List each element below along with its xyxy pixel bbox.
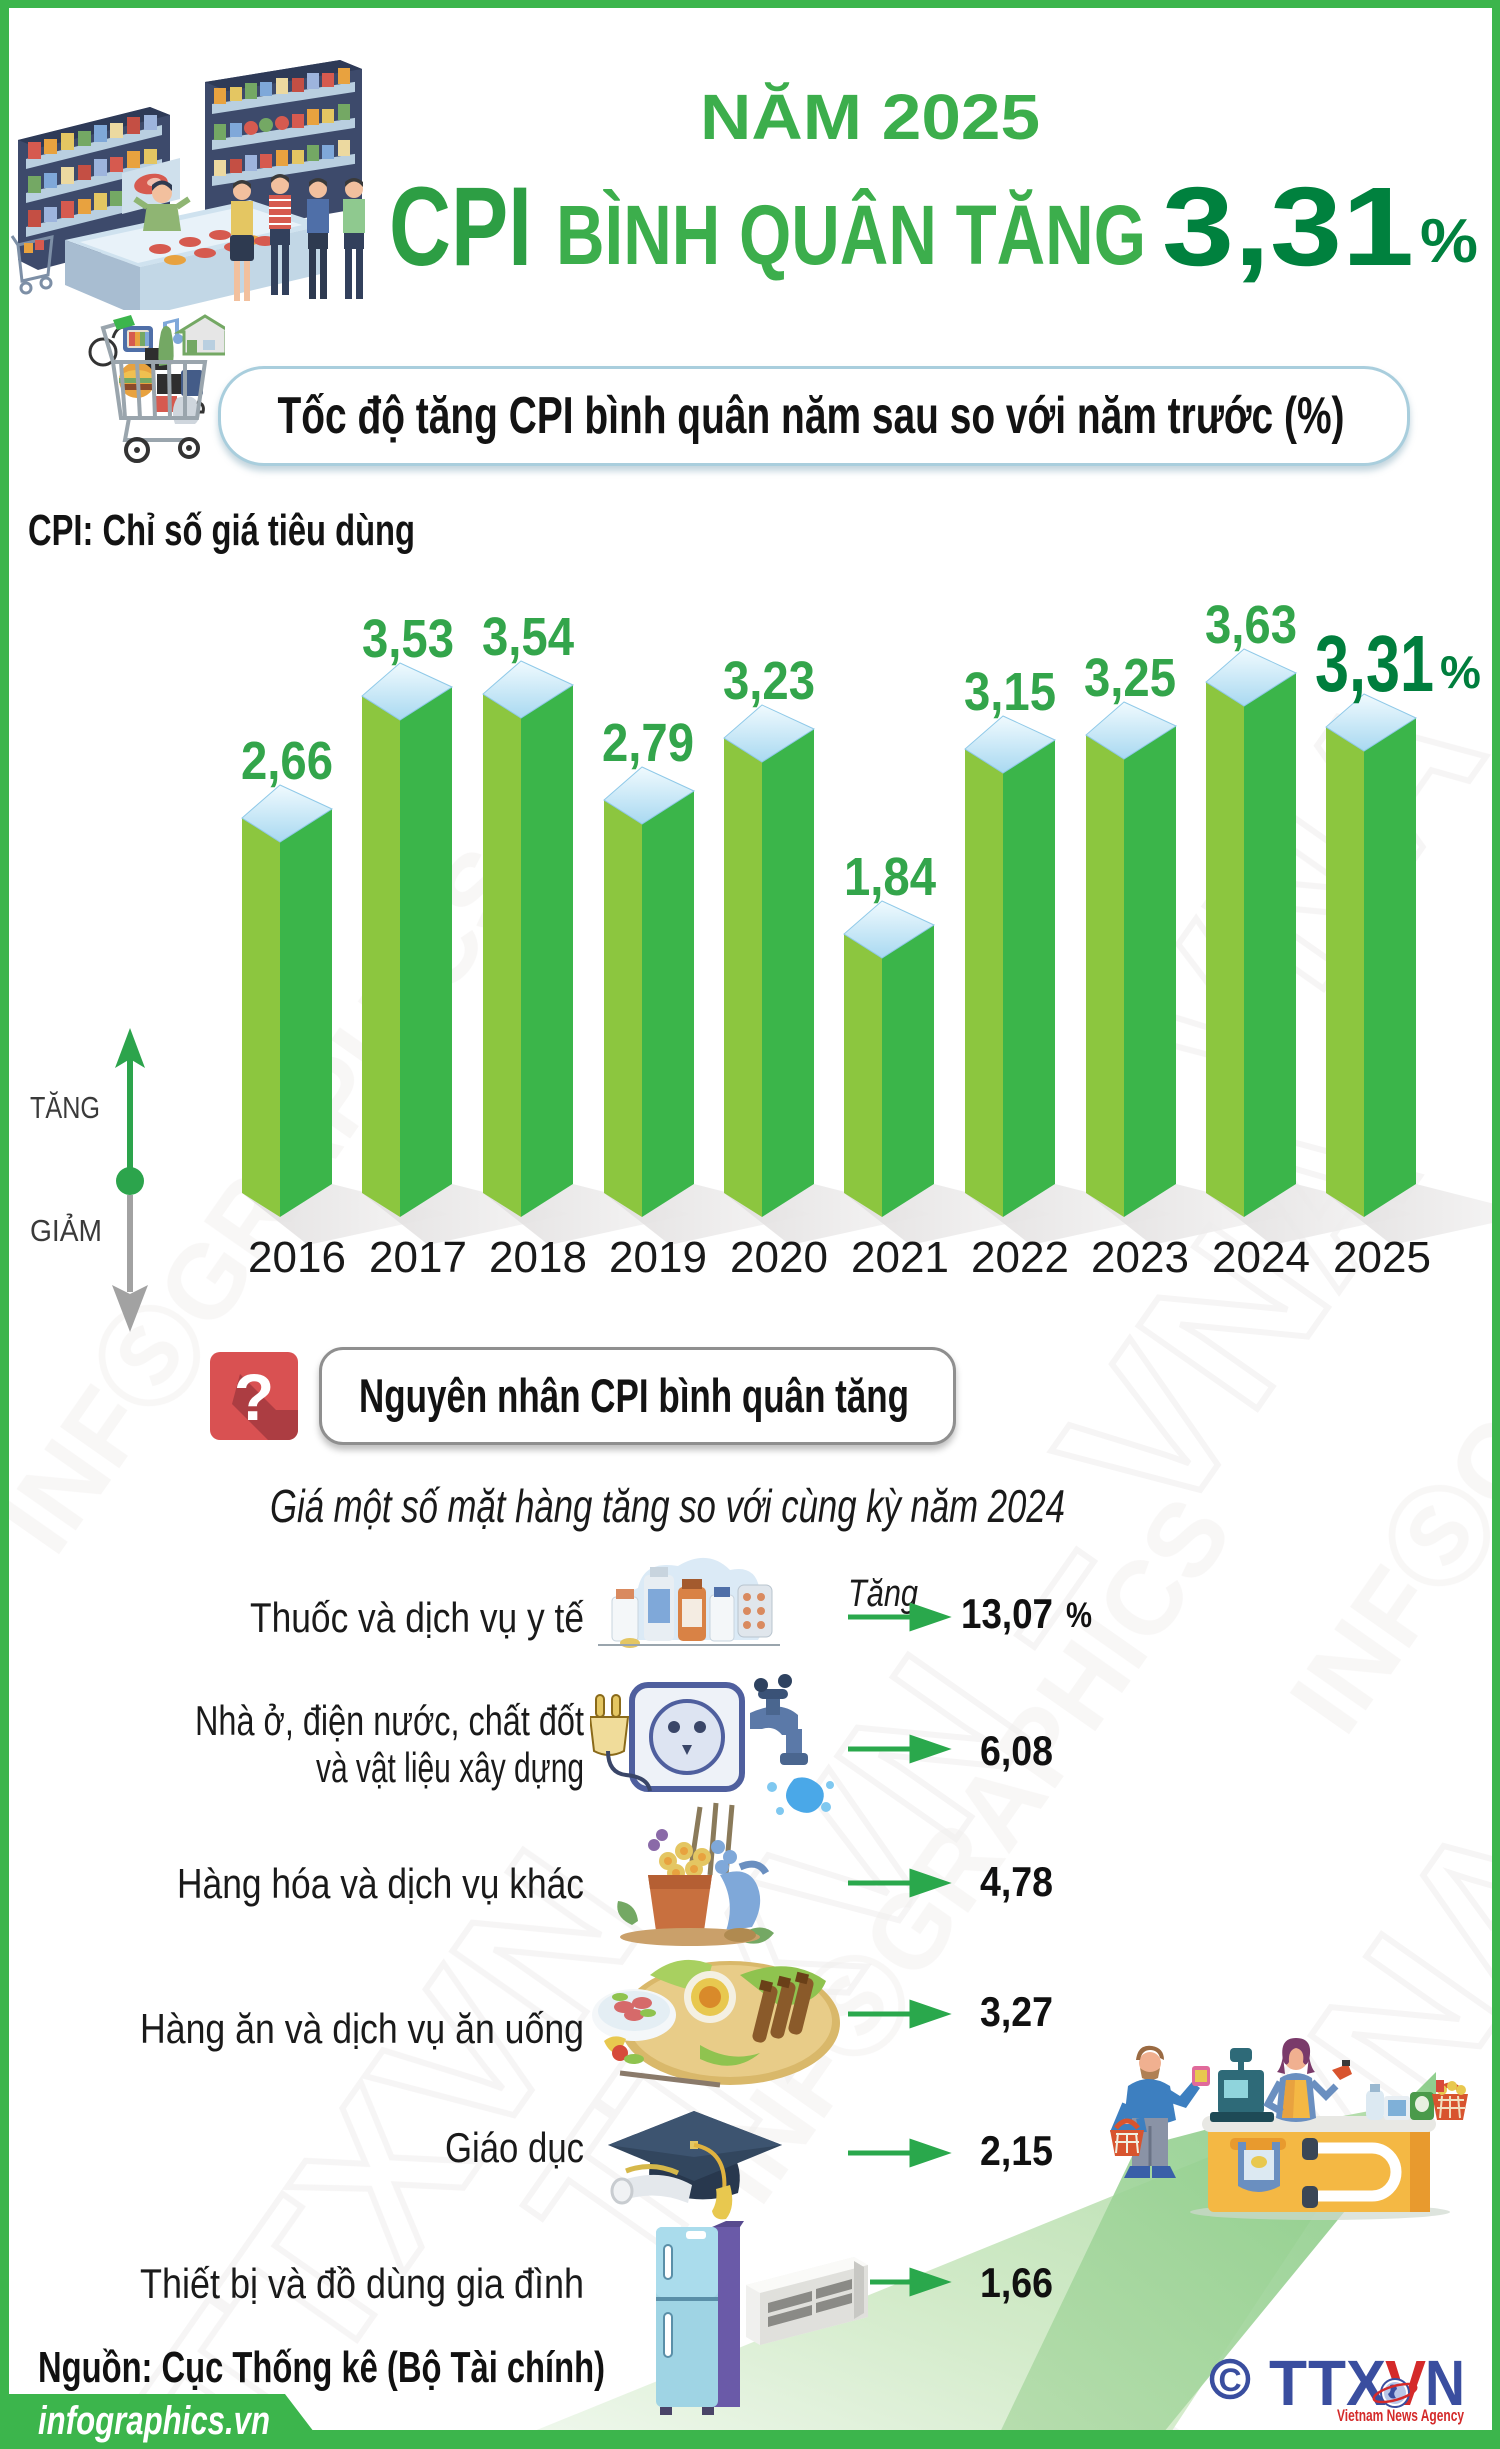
svg-text:CPI: Chỉ số giá tiêu dùng: CPI: Chỉ số giá tiêu dùng	[28, 506, 415, 555]
svg-text:Tốc độ tăng CPI bình quân năm: Tốc độ tăng CPI bình quân năm sau so với…	[278, 387, 1345, 445]
svg-text:2021: 2021	[851, 1233, 949, 1282]
svg-text:Vietnam News Agency: Vietnam News Agency	[1337, 2407, 1465, 2425]
svg-text:2023: 2023	[1091, 1233, 1189, 1282]
svg-text:3,54: 3,54	[482, 607, 574, 667]
svg-text:và vật liệu xây dựng: và vật liệu xây dựng	[316, 1744, 584, 1791]
svg-text:infographics.vn: infographics.vn	[38, 2399, 270, 2443]
svg-text:2019: 2019	[609, 1233, 707, 1282]
svg-text:X: X	[1346, 2347, 1386, 2419]
svg-text:TĂNG: TĂNG	[30, 1090, 100, 1125]
svg-text:3,25: 3,25	[1084, 648, 1176, 708]
svg-text:2,79: 2,79	[602, 713, 694, 773]
svg-text:CPI: CPI	[389, 164, 532, 289]
svg-text:BÌNH QUÂN TĂNG: BÌNH QUÂN TĂNG	[556, 188, 1146, 282]
svg-text:Thiết bị và đồ dùng gia đình: Thiết bị và đồ dùng gia đình	[140, 2260, 584, 2307]
svg-text:T: T	[1308, 2347, 1346, 2419]
svg-text:Giá một số mặt hàng tăng so vớ: Giá một số mặt hàng tăng so với cùng kỳ …	[270, 1480, 1065, 1532]
svg-text:2020: 2020	[730, 1233, 828, 1282]
svg-text:1,66: 1,66	[980, 2259, 1053, 2306]
svg-text:3,23: 3,23	[723, 651, 815, 711]
svg-text:2022: 2022	[971, 1233, 1069, 1282]
svg-text:Hàng hóa và dịch vụ khác: Hàng hóa và dịch vụ khác	[177, 1860, 584, 1907]
svg-text:1,84: 1,84	[844, 847, 936, 907]
svg-text:2024: 2024	[1212, 1233, 1310, 1282]
svg-text:T: T	[1269, 2347, 1307, 2419]
svg-text:3,27: 3,27	[980, 1988, 1053, 2035]
svg-text:13,07: 13,07	[961, 1590, 1053, 1637]
svg-text:3,53: 3,53	[362, 609, 454, 669]
svg-text:Giáo dục: Giáo dục	[445, 2124, 584, 2171]
svg-text:C: C	[1218, 2362, 1241, 2398]
svg-text:2025: 2025	[1333, 1233, 1431, 1282]
svg-text:3,31: 3,31	[1315, 619, 1434, 708]
svg-text:NĂM 2025: NĂM 2025	[700, 81, 1040, 153]
svg-text:%: %	[1420, 207, 1478, 276]
svg-text:2,66: 2,66	[241, 731, 333, 791]
svg-text:Thuốc và dịch vụ y tế: Thuốc và dịch vụ y tế	[250, 1594, 584, 1641]
svg-text:6,08: 6,08	[980, 1727, 1053, 1774]
svg-text:%: %	[1440, 646, 1481, 698]
svg-text:2,15: 2,15	[980, 2127, 1053, 2174]
svg-text:2017: 2017	[369, 1233, 467, 1282]
svg-text:3,15: 3,15	[964, 662, 1056, 722]
svg-text:GIẢM: GIẢM	[30, 1213, 102, 1248]
svg-text:3,63: 3,63	[1205, 595, 1297, 655]
svg-text:Tăng: Tăng	[848, 1573, 918, 1615]
svg-text:N: N	[1425, 2347, 1465, 2419]
svg-text:%: %	[1066, 1596, 1092, 1635]
svg-text:?: ?	[234, 1360, 274, 1434]
svg-text:2018: 2018	[489, 1233, 587, 1282]
svg-text:Nguồn: Cục Thống kê (Bộ Tài ch: Nguồn: Cục Thống kê (Bộ Tài chính)	[38, 2343, 605, 2392]
svg-text:2016: 2016	[248, 1233, 346, 1282]
svg-text:3,31: 3,31	[1162, 164, 1414, 289]
svg-text:4,78: 4,78	[980, 1858, 1053, 1905]
svg-text:Nguyên nhân CPI bình quân tăng: Nguyên nhân CPI bình quân tăng	[359, 1369, 909, 1422]
svg-text:Nhà ở, điện nước, chất đốt: Nhà ở, điện nước, chất đốt	[195, 1697, 584, 1744]
svg-text:Hàng ăn và dịch vụ ăn uống: Hàng ăn và dịch vụ ăn uống	[140, 2005, 584, 2052]
